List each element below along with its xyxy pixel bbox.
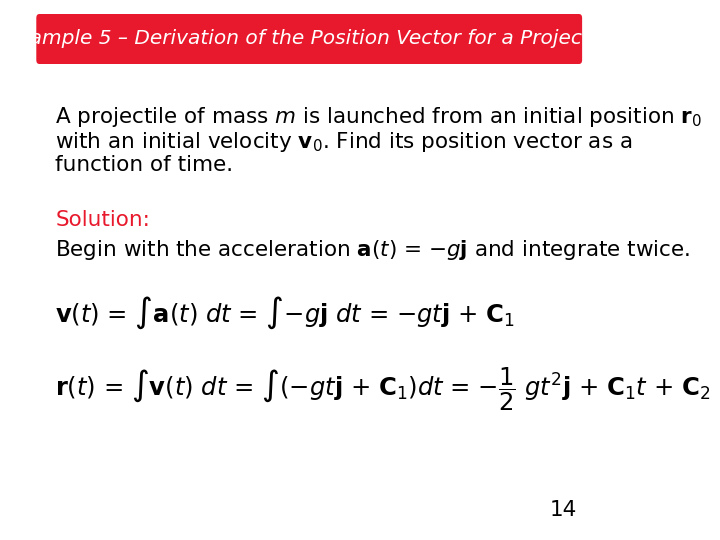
Text: $\mathbf{r}$($t$) = $\int\mathbf{v}$($t$) $dt$ = $\int$($-gt\mathbf{j}$ + $\math: $\mathbf{r}$($t$) = $\int\mathbf{v}$($t$… [55, 365, 711, 413]
Text: Begin with the acceleration $\mathbf{a}$($t$) = $-g\mathbf{j}$ and integrate twi: Begin with the acceleration $\mathbf{a}$… [55, 238, 690, 262]
Text: 14: 14 [550, 500, 577, 520]
Text: function of time.: function of time. [55, 155, 233, 175]
FancyBboxPatch shape [36, 14, 582, 64]
Text: Solution:: Solution: [55, 210, 150, 230]
Text: Example 5 – Derivation of the Position Vector for a Projectile: Example 5 – Derivation of the Position V… [5, 30, 613, 49]
Text: A projectile of mass $m$ is launched from an initial position $\mathbf{r}_0$: A projectile of mass $m$ is launched fro… [55, 105, 703, 129]
Text: $\mathbf{v}$($t$) = $\int\mathbf{a}$($t$) $dt$ = $\int$$-g\mathbf{j}$ $dt$ = $-g: $\mathbf{v}$($t$) = $\int\mathbf{a}$($t$… [55, 295, 515, 332]
Text: with an initial velocity $\mathbf{v}_0$. Find its position vector as a: with an initial velocity $\mathbf{v}_0$.… [55, 130, 632, 154]
